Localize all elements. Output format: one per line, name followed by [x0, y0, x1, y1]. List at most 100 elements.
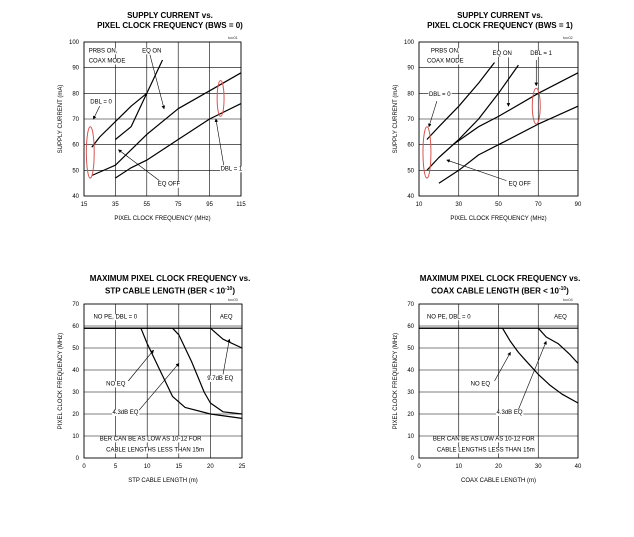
chart-2-highlight-ellipse-1 [531, 87, 541, 125]
chart-1-annotation-0: PRBS ON, [89, 48, 118, 54]
chart-3-ytick-label-4: 40 [72, 368, 79, 374]
chart-2-toc-id: toc02 [563, 35, 573, 40]
chart-4-title-line2: COAX CABLE LENGTH (BER < 10-10) [390, 284, 610, 297]
chart-2-title-line1: SUPPLY CURRENT vs. [457, 11, 543, 20]
chart-1-annotation-bg-3 [89, 99, 114, 106]
chart-1-xtick-label-2: 55 [143, 202, 150, 208]
chart-2-ytick-label-3: 70 [407, 117, 414, 123]
chart-3-ylabel: PIXEL CLOCK FREQUENCY (MHz) [58, 333, 64, 429]
chart-4-title-line2-sup: -10 [558, 286, 567, 292]
chart-4-plot: 0 10 20 30 40 0 10 20 30 40 50 60 70 COAX CABLE LENGT… [393, 302, 582, 484]
chart-3-annotation-bg-5 [99, 436, 203, 443]
chart-1-highlight-ellipse-1 [216, 80, 225, 117]
chart-1-ylabel: SUPPLY CURRENT (mA) [58, 85, 64, 154]
chart-3-ytick-label-6: 60 [72, 324, 79, 330]
chart-1-xtick-label-3: 75 [175, 202, 182, 208]
chart-3-xtick-label-5: 25 [239, 464, 246, 470]
chart-4-annotation-bg-4 [432, 436, 536, 443]
chart-4-annotation-arrow-0 [494, 351, 511, 382]
chart-2-xlabel: PIXEL CLOCK FREQUENCY (MHz) [450, 216, 546, 222]
chart-2-annotation-bg-5 [507, 181, 532, 188]
chart-4-annotation-1: AEQ [554, 314, 567, 320]
chart-2-xtick-label-1: 30 [455, 202, 462, 208]
chart-4-xtick-label-4: 40 [575, 464, 582, 470]
chart-2-annotation-0: PRBS ON, [431, 48, 460, 54]
chart-1-title-line1: SUPPLY CURRENT vs. [127, 11, 213, 20]
chart-3-title: MAXIMUM PIXEL CLOCK FREQUENCY vs. STP CA… [60, 274, 280, 297]
chart-3-xtick-label-3: 15 [175, 464, 182, 470]
chart-2-title-line2: PIXEL CLOCK FREQUENCY (BWS = 1) [427, 21, 573, 30]
chart-4-xtick-label-1: 10 [455, 464, 462, 470]
chart-4-ytick-label-5: 50 [407, 346, 414, 352]
chart-2-frame [418, 41, 579, 197]
chart-3-annotation-5: BER CAN BE AS LOW AS 10-12 FOR [100, 436, 202, 442]
chart-2-xtick-label-2: 50 [495, 202, 502, 208]
chart-3-xtick-label-1: 5 [114, 464, 118, 470]
chart-3-annotation-bg-4 [206, 375, 235, 382]
chart-3-plot: 0 5 10 15 20 25 0 10 20 30 40 50 60 70 STP CABLE LENGT… [58, 302, 246, 484]
chart-1-annotation-3: DBL = 0 [90, 100, 112, 106]
chart-3-ytick-label-2: 20 [72, 412, 79, 418]
chart-4-toc-id: toc04 [563, 297, 573, 302]
chart-1-series-line-1 [115, 59, 164, 140]
chart-3-annotation-3: 4.3dB EQ [112, 410, 138, 416]
chart-3-series-line-1 [84, 327, 243, 415]
chart-1-annotation-bg-5 [157, 181, 181, 188]
chart-1-annotation-arrow-0 [149, 54, 166, 110]
chart-4-frame [418, 303, 579, 459]
chart-4-title-line2-post: ) [566, 286, 569, 296]
chart-2-series-line-2 [426, 64, 519, 171]
chart-3-ytick-label-0: 0 [76, 456, 80, 462]
chart-1-title: SUPPLY CURRENT vs. PIXEL CLOCK FREQUENCY… [70, 11, 270, 31]
chart-2-annotation-arrow-2 [428, 100, 438, 128]
chart-1-toc-id: toc01 [228, 35, 238, 40]
chart-4-ytick-label-1: 10 [407, 434, 414, 440]
chart-2-ytick-label-4: 80 [407, 91, 414, 97]
chart-2-highlight-ellipse-0 [422, 126, 432, 179]
chart-1-annotation-arrow-3 [118, 149, 160, 181]
chart-2-ytick-label-5: 90 [407, 66, 414, 72]
chart-2-title: SUPPLY CURRENT vs. PIXEL CLOCK FREQUENCY… [395, 11, 605, 31]
chart-2-ytick-label-6: 100 [404, 40, 415, 46]
chart-4-annotation-arrow-1 [518, 340, 547, 410]
chart-3-frame [83, 303, 243, 459]
chart-2-annotation-3: DBL = 1 [530, 51, 552, 57]
chart-2-annotation-arrow-3 [446, 159, 507, 181]
chart-1-ytick-label-1: 50 [72, 168, 79, 174]
chart-4-title: MAXIMUM PIXEL CLOCK FREQUENCY vs. COAX C… [390, 274, 610, 297]
chart-1-annotation-bg-4 [220, 166, 244, 173]
chart-3-xtick-label-4: 20 [207, 464, 214, 470]
chart-3-annotation-4: 9.7dB EQ [207, 376, 233, 382]
chart-4-ytick-label-4: 40 [407, 368, 414, 374]
chart-2-xtick-label-4: 90 [575, 202, 582, 208]
chart-4-annotation-0: NO PE, DBL = 0 [427, 314, 471, 320]
chart-4-annotation-4: BER CAN BE AS LOW AS 10-12 FOR [433, 436, 535, 442]
chart-2-annotation-bg-3 [529, 50, 554, 57]
chart-1-annotation-2: EQ ON [142, 48, 161, 54]
chart-2-ylabel: SUPPLY CURRENT (mA) [393, 85, 399, 154]
chart-1-ytick-label-2: 60 [72, 143, 79, 149]
chart-1-annotation-arrow-2 [214, 118, 225, 166]
chart-3-ytick-label-5: 50 [72, 346, 79, 352]
chart-2-ytick-label-1: 50 [407, 168, 414, 174]
chart-2-series-line-3 [438, 105, 579, 184]
chart-2-annotation-bg-2 [492, 50, 513, 57]
chart-4-xtick-label-2: 20 [495, 464, 502, 470]
chart-3-ytick-label-7: 70 [72, 302, 79, 308]
chart-4-ytick-label-3: 30 [407, 390, 414, 396]
chart-4-xtick-label-3: 30 [535, 464, 542, 470]
chart-2-series-line-1 [452, 72, 579, 146]
chart-3-annotation-arrow-1 [137, 362, 180, 412]
chart-2-annotation-1: COAX MODE [427, 59, 464, 65]
chart-2-annotation-bg-1 [426, 58, 465, 65]
chart-3-title-line2-pre: STP CABLE LENGTH (BER < 10 [105, 286, 226, 296]
chart-1-annotation-1: COAX MODE [89, 59, 126, 65]
chart-1-annotation-4: DBL = 1 [221, 166, 243, 172]
chart-4-series-line-2 [419, 327, 579, 364]
chart-1-annotation-bg-1 [88, 58, 126, 65]
chart-3-title-line2-post: ) [232, 286, 235, 296]
chart-1-highlight-ellipse-0 [85, 126, 95, 179]
chart-2-annotation-5: EQ OFF [508, 182, 531, 188]
chart-1-ytick-label-6: 100 [69, 40, 80, 46]
chart-1-series-line-0 [91, 92, 148, 148]
